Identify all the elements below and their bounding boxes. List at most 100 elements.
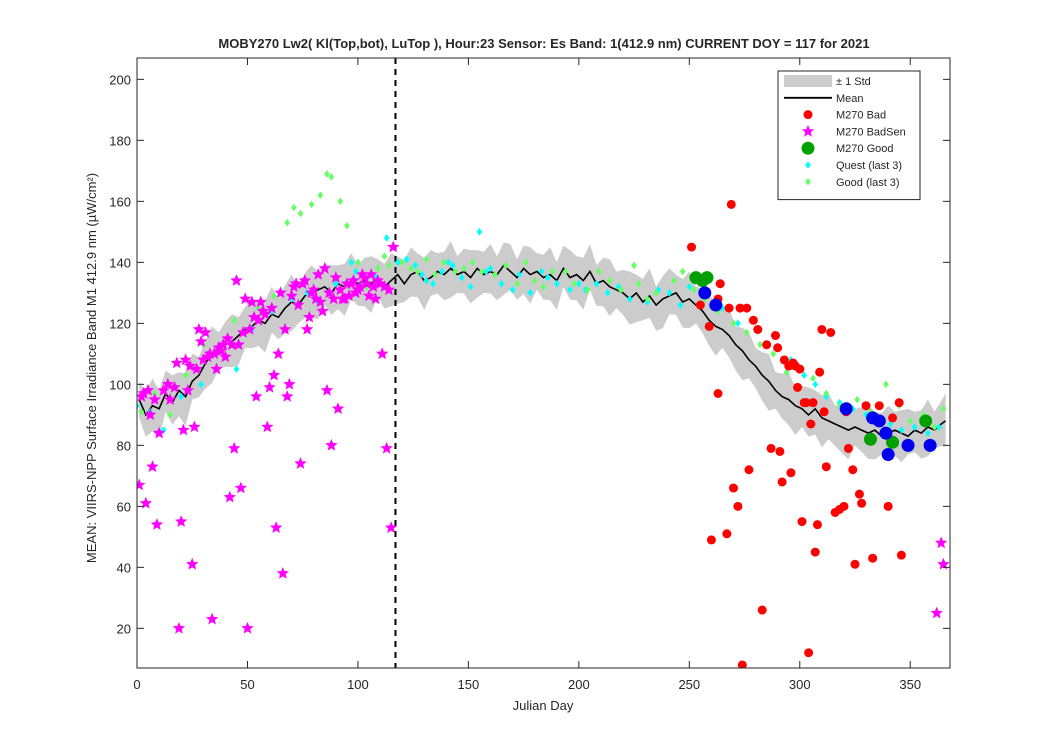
point-m270-bad xyxy=(766,443,776,453)
point-good-last-3 xyxy=(386,261,392,270)
point-m270-badsen xyxy=(243,322,256,335)
point-m270-bad xyxy=(775,446,785,456)
point-quest-last-3 xyxy=(626,295,633,303)
point-m270-badsen xyxy=(247,310,261,323)
point-quest-last-3 xyxy=(403,255,410,264)
point-m270-badsen xyxy=(210,362,223,375)
point-good-last-3 xyxy=(823,389,830,398)
point-quest-last-3 xyxy=(445,258,452,267)
point-m270-badsen xyxy=(157,383,170,396)
point-good-last-3 xyxy=(514,279,520,288)
point-m270-badsen xyxy=(259,307,272,320)
point-bad-last-3 xyxy=(839,402,853,416)
point-m270-badsen xyxy=(245,295,259,308)
point-good-last-3 xyxy=(770,350,777,358)
point-good-last-3 xyxy=(810,374,816,383)
point-m270-bad xyxy=(793,382,803,392)
point-m270-badsen xyxy=(267,368,281,381)
point-m270-bad xyxy=(777,477,787,487)
point-good-last-3 xyxy=(297,209,304,218)
point-m270-badsen xyxy=(338,292,351,305)
point-m270-bad xyxy=(861,401,871,411)
x-tick-label: 50 xyxy=(240,677,254,692)
point-good-last-3 xyxy=(679,267,686,276)
point-m270-bad xyxy=(733,501,743,511)
point-m270-badsen xyxy=(300,322,314,335)
point-m270-badsen xyxy=(354,280,367,292)
point-m270-badsen xyxy=(376,347,389,360)
point-quest-last-3 xyxy=(487,264,494,273)
point-quest-last-3 xyxy=(666,289,673,297)
point-bad-last-3 xyxy=(872,414,886,428)
point-m270-badsen xyxy=(365,268,378,280)
point-bad-last-3 xyxy=(923,438,937,452)
point-quest-last-3 xyxy=(423,276,430,285)
point-good-last-3 xyxy=(757,340,763,349)
point-quest-last-3 xyxy=(677,301,684,309)
point-quest-last-3 xyxy=(516,270,523,279)
point-m270-bad xyxy=(797,517,807,527)
point-m270-bad xyxy=(695,300,705,310)
legend-item-m270-badsen: M270 BadSen xyxy=(801,124,906,138)
point-m270-bad xyxy=(854,489,864,499)
point-m270-badsen xyxy=(276,567,289,579)
point-m270-bad xyxy=(770,331,780,341)
point-quest-last-3 xyxy=(545,273,551,282)
point-m270-bad xyxy=(826,328,836,337)
legend-swatch-marker xyxy=(803,110,813,120)
point-m270-badsen xyxy=(150,518,164,530)
point-quest-last-3 xyxy=(439,267,445,276)
point-good-last-3 xyxy=(549,267,556,276)
point-m270-badsen xyxy=(937,557,950,570)
point-m270-badsen xyxy=(208,347,221,360)
point-m270-bad xyxy=(742,303,752,313)
point-good-last-3 xyxy=(635,279,642,288)
point-m270-badsen xyxy=(199,326,212,338)
point-quest-last-3 xyxy=(898,426,905,434)
point-m270-bad xyxy=(817,324,827,334)
x-tick-label: 250 xyxy=(678,677,700,692)
point-m270-badsen xyxy=(270,521,283,533)
point-m270-badsen xyxy=(292,298,305,311)
point-m270-badsen xyxy=(312,268,325,280)
point-m270-bad xyxy=(806,419,816,429)
point-good-last-3 xyxy=(631,261,637,270)
point-m270-badsen xyxy=(137,478,146,491)
point-quest-last-3 xyxy=(430,279,436,288)
point-m270-badsen xyxy=(225,338,239,350)
point-quest-last-3 xyxy=(412,261,419,270)
point-good-last-3 xyxy=(690,286,697,294)
point-good-last-3 xyxy=(337,197,344,206)
point-quest-last-3 xyxy=(527,289,534,297)
point-m270-badsen xyxy=(230,274,243,286)
point-m270-good xyxy=(700,271,714,285)
point-m270-badsen xyxy=(234,481,247,494)
point-m270-bad xyxy=(773,343,783,353)
point-m270-bad xyxy=(744,465,754,475)
point-m270-badsen xyxy=(294,457,307,469)
point-m270-badsen xyxy=(274,286,287,299)
point-m270-bad xyxy=(687,242,697,252)
legend-label: Good (last 3) xyxy=(836,177,900,189)
point-m270-badsen xyxy=(232,338,245,350)
y-tick-label: 180 xyxy=(109,133,131,148)
point-m270-badsen xyxy=(175,515,188,527)
legend-swatch-marker xyxy=(805,178,811,186)
point-quest-last-3 xyxy=(458,273,465,282)
point-m270-bad xyxy=(704,321,714,331)
point-m270-badsen xyxy=(387,240,400,253)
point-m270-badsen xyxy=(935,536,948,549)
point-m270-badsen xyxy=(362,289,376,302)
point-m270-badsen xyxy=(329,271,342,283)
point-good-last-3 xyxy=(441,258,447,267)
point-m270-bad xyxy=(894,398,904,408)
point-quest-last-3 xyxy=(383,234,390,242)
point-m270-badsen xyxy=(146,460,159,472)
point-good-last-3 xyxy=(138,408,145,416)
point-good-last-3 xyxy=(255,304,262,312)
point-good-last-3 xyxy=(540,282,547,291)
point-quest-last-3 xyxy=(655,286,662,294)
point-m270-bad xyxy=(819,407,829,417)
point-good-last-3 xyxy=(595,267,602,276)
